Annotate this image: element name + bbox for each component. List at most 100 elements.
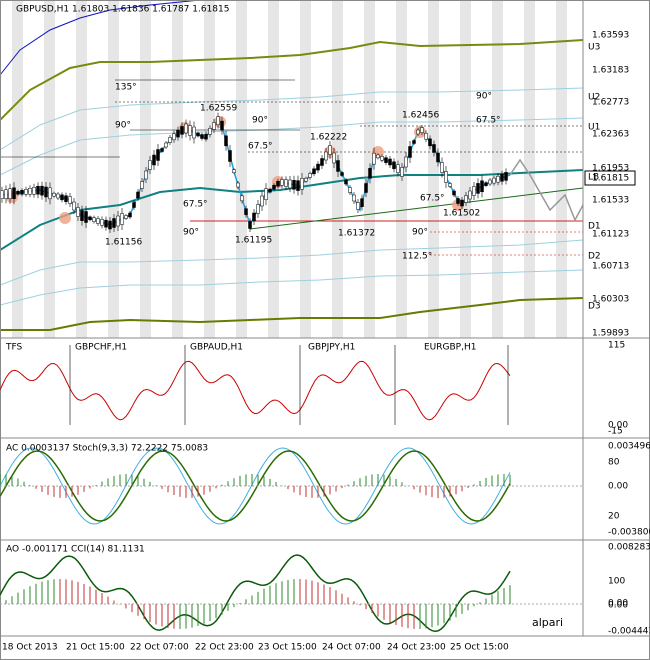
candle xyxy=(304,177,308,182)
price-label: 1.60303 xyxy=(592,295,629,305)
price-label: 1.59893 xyxy=(592,329,629,339)
candle xyxy=(244,208,248,215)
candle xyxy=(384,157,388,163)
candle xyxy=(156,149,160,161)
level-label: D1 xyxy=(588,222,601,232)
annotation: 1.61502 xyxy=(443,209,480,219)
candle xyxy=(448,183,452,187)
annotation: 1.62456 xyxy=(402,111,439,121)
candle xyxy=(100,219,104,226)
candle xyxy=(112,218,116,228)
stripe xyxy=(76,0,87,338)
annotation: 67.5° xyxy=(420,194,445,204)
candle xyxy=(484,182,488,186)
candle xyxy=(432,144,436,153)
stripe xyxy=(236,0,247,338)
candle xyxy=(336,160,340,172)
level-label: D3 xyxy=(588,302,601,312)
logo-box xyxy=(513,614,565,632)
candle xyxy=(324,151,328,161)
candle xyxy=(20,190,24,195)
candle xyxy=(468,190,472,200)
candle xyxy=(300,178,304,190)
candle xyxy=(16,191,20,195)
candle xyxy=(464,195,468,203)
axis-label: 0.003496 xyxy=(608,442,650,452)
axis-label: 0.00 xyxy=(608,421,628,431)
candle xyxy=(348,187,352,193)
histograms xyxy=(0,345,511,629)
candle xyxy=(8,188,12,199)
axis-label: -15 xyxy=(608,427,623,437)
candle xyxy=(252,212,256,222)
current-price-box xyxy=(584,170,636,186)
stripe xyxy=(460,0,471,338)
candle xyxy=(500,174,504,182)
stripe xyxy=(108,0,119,338)
candle xyxy=(424,132,428,140)
annotation: 1.61156 xyxy=(105,238,142,248)
candle xyxy=(312,168,316,175)
candle xyxy=(488,179,492,185)
annotation: 1.62559 xyxy=(200,104,237,114)
candle xyxy=(56,193,60,199)
candle xyxy=(368,168,372,179)
axis-label: 0.008283 xyxy=(608,543,650,553)
candle xyxy=(248,221,252,229)
axis-label: 100 xyxy=(608,577,625,587)
candle xyxy=(380,156,384,161)
annotation: 1.62222 xyxy=(310,133,347,143)
axis-label: 0.00 xyxy=(608,599,628,609)
symbol-label: GBPCHF,H1 xyxy=(75,343,127,353)
candle xyxy=(180,126,184,135)
candle xyxy=(212,122,216,130)
candle xyxy=(164,142,168,148)
annotation: 135° xyxy=(115,83,137,93)
candle xyxy=(196,132,200,137)
candle xyxy=(496,175,500,183)
time-label: 18 Oct 2013 xyxy=(2,643,58,653)
candle xyxy=(372,152,376,165)
axis-label: 20 xyxy=(608,512,620,522)
candle xyxy=(168,137,172,143)
annotation: 90° xyxy=(252,116,268,126)
candle xyxy=(68,196,72,204)
annotation: 90° xyxy=(476,92,492,102)
candle xyxy=(400,167,404,177)
candle xyxy=(420,127,424,133)
panel-title: AO -0.001171 CCI(14) 81.1131 xyxy=(6,545,145,555)
candle xyxy=(284,179,288,187)
level-label: U1 xyxy=(588,123,600,133)
logo: alpari xyxy=(532,616,563,629)
candle xyxy=(316,163,320,171)
price-label: 1.63183 xyxy=(592,66,629,76)
symbol-label: EURGBP,H1 xyxy=(424,343,476,353)
candle xyxy=(428,138,432,147)
candle xyxy=(264,188,268,200)
price-label: 1.61533 xyxy=(592,196,629,206)
candle xyxy=(24,189,28,195)
annotation: 90° xyxy=(412,228,428,238)
candle xyxy=(216,116,220,125)
candle xyxy=(492,177,496,184)
candle xyxy=(288,179,292,189)
level-label: U2 xyxy=(588,93,600,103)
candle xyxy=(204,133,208,140)
level-label: D2 xyxy=(588,252,601,262)
candle xyxy=(328,145,332,155)
price-label: 1.61123 xyxy=(592,230,629,240)
candle xyxy=(296,180,300,191)
time-label: 25 Oct 15:00 xyxy=(450,643,509,653)
annotation: 67.5° xyxy=(248,142,273,152)
candle xyxy=(128,212,132,218)
annotation: 67.5° xyxy=(183,200,208,210)
candle xyxy=(460,199,464,207)
candle xyxy=(340,172,344,176)
candle xyxy=(44,186,48,198)
candle xyxy=(472,186,476,196)
stripe xyxy=(492,0,503,338)
candle xyxy=(260,195,264,207)
candle xyxy=(392,161,396,170)
candle xyxy=(64,195,68,202)
